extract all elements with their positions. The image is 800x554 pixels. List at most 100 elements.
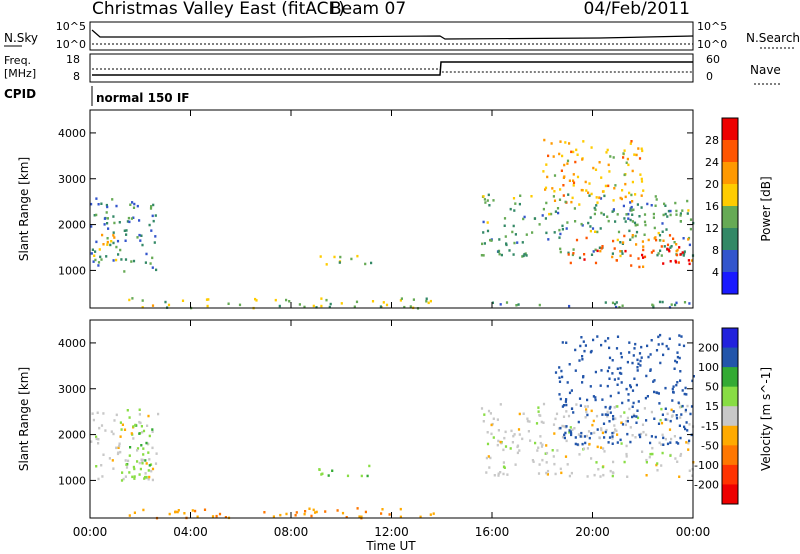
data-cell [625, 419, 628, 423]
data-cell [662, 213, 665, 217]
data-cell [631, 213, 634, 216]
data-cell [588, 182, 591, 185]
data-cell [497, 429, 500, 432]
data-cell [673, 367, 676, 370]
data-cell [666, 247, 669, 251]
data-cell [183, 512, 186, 515]
data-cell [91, 412, 94, 415]
data-cell [149, 463, 153, 466]
data-cell [585, 189, 588, 192]
data-cell [511, 441, 514, 444]
data-cell [629, 207, 632, 210]
data-cell [664, 212, 667, 216]
data-cell [567, 193, 570, 196]
data-cell [319, 255, 322, 258]
data-cell [523, 215, 526, 219]
data-cell [111, 459, 114, 462]
data-cell [121, 423, 124, 426]
data-cell [616, 441, 619, 444]
data-cell [606, 384, 609, 388]
data-cell [561, 405, 564, 408]
data-cell [118, 221, 121, 224]
data-cell [142, 429, 146, 433]
data-cell [147, 469, 150, 472]
data-cell [134, 423, 137, 427]
data-cell [537, 410, 540, 413]
data-cell [112, 467, 115, 470]
data-cell [572, 184, 575, 187]
x-tick-labels: 00:00 04:00 08:00 12:00 16:00 20:00 00:00 [73, 525, 711, 539]
data-cell [679, 379, 682, 382]
data-cell [628, 407, 631, 411]
data-cell [604, 405, 607, 409]
data-cell [553, 199, 557, 202]
data-cell [544, 188, 547, 191]
data-cell [590, 253, 594, 256]
data-cell [624, 220, 627, 223]
data-cell [496, 443, 499, 447]
data-cell [676, 355, 679, 359]
data-cell [101, 475, 104, 478]
data-cell [107, 227, 110, 230]
data-cell [624, 182, 627, 186]
data-cell [211, 515, 215, 518]
data-cell [563, 175, 566, 178]
data-cell [567, 251, 570, 255]
data-cell [611, 301, 615, 305]
data-cell [568, 474, 571, 478]
data-cell [658, 402, 661, 405]
data-cell [539, 435, 542, 438]
data-cell [588, 194, 591, 197]
data-cell [124, 239, 127, 242]
data-cell [425, 300, 428, 303]
data-cell [509, 207, 512, 211]
freq-label-1: Freq. [4, 54, 31, 67]
data-cell [611, 255, 614, 259]
data-cell [385, 303, 389, 307]
data-cell [550, 142, 553, 145]
data-cell [645, 374, 648, 378]
data-cell [167, 303, 171, 307]
colorbar-swatch [722, 484, 738, 505]
colorbar-tick-label: 20 [705, 178, 719, 191]
data-cell [643, 407, 646, 410]
data-cell [490, 239, 493, 242]
data-cell [611, 442, 614, 445]
data-cell [482, 220, 485, 224]
data-cell [516, 444, 520, 447]
data-cell [631, 180, 634, 184]
data-cell [133, 511, 136, 514]
data-cell [403, 305, 406, 309]
colorbar-frame [721, 117, 739, 295]
data-cell [580, 336, 583, 339]
data-cell [551, 449, 554, 452]
data-cell [656, 253, 659, 257]
data-cell [429, 513, 432, 516]
data-cell [537, 406, 540, 409]
data-cell [650, 435, 653, 438]
data-cell [632, 208, 635, 211]
data-cell [633, 347, 636, 350]
data-cell [123, 428, 127, 431]
data-cell [95, 437, 98, 441]
data-cell [562, 415, 566, 418]
data-cell [154, 235, 157, 238]
data-cell [657, 252, 660, 255]
data-cell [655, 198, 658, 201]
data-cell [518, 449, 521, 452]
data-cell [151, 446, 154, 450]
data-cell [227, 302, 230, 305]
data-cell [643, 255, 647, 259]
data-cell [148, 434, 151, 438]
nsky-line [91, 29, 694, 40]
data-cell [678, 475, 681, 478]
data-cell [128, 416, 131, 419]
data-cell [673, 241, 676, 244]
data-cell [674, 201, 677, 205]
data-cell [117, 253, 120, 256]
data-cell [674, 457, 677, 460]
data-cell [617, 391, 620, 395]
colorbar-swatch [722, 464, 738, 485]
data-cell [624, 249, 627, 253]
data-cell [617, 377, 620, 380]
